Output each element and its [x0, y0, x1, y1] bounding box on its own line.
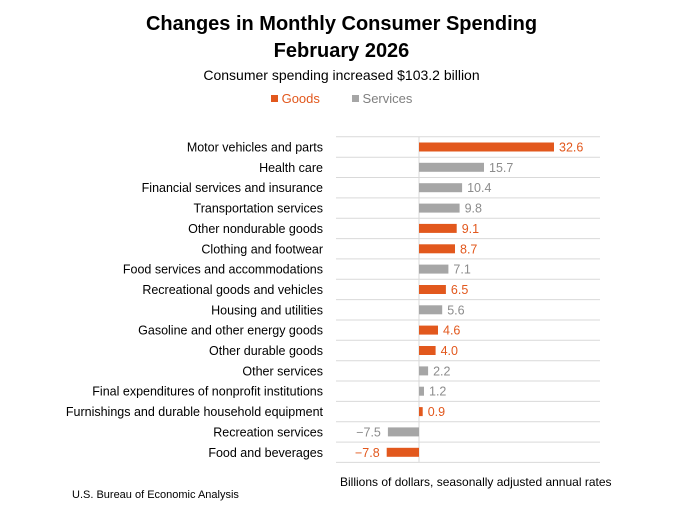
- axis-units-note: Billions of dollars, seasonally adjusted…: [340, 475, 612, 489]
- chart-title: Changes in Monthly Consumer Spending: [145, 13, 538, 35]
- bar-services: [419, 366, 429, 376]
- category-label: Food services and accommodations: [123, 263, 323, 277]
- bar-goods: [419, 223, 457, 233]
- value-label: 4.0: [441, 344, 458, 358]
- category-label: Other services: [242, 364, 323, 378]
- bar-goods: [419, 325, 438, 335]
- bar-goods: [419, 407, 423, 417]
- value-label: 5.6: [447, 303, 464, 317]
- bar-services: [419, 305, 443, 315]
- category-label: Financial services and insurance: [142, 181, 323, 195]
- value-label: −7.5: [356, 425, 381, 439]
- legend-item-goods: Goods: [270, 91, 320, 107]
- category-label: Final expenditures of nonprofit institut…: [92, 385, 323, 399]
- legend-swatch-services: [351, 95, 359, 102]
- chart-subtitle: Consumer spending increased $103.2 billi…: [203, 67, 480, 83]
- value-label: 15.7: [489, 161, 513, 175]
- legend: Goods Services: [0, 91, 683, 107]
- category-label: Housing and utilities: [211, 303, 323, 317]
- bar-services: [419, 162, 484, 172]
- bar-services: [419, 386, 424, 396]
- value-label: −7.8: [355, 446, 380, 460]
- category-label: Clothing and footwear: [201, 242, 323, 256]
- legend-item-services: Services: [351, 91, 413, 107]
- value-label: 4.6: [443, 324, 460, 338]
- bar-goods: [419, 346, 436, 355]
- legend-label-services: Services: [362, 91, 413, 106]
- category-label: Gasoline and other energy goods: [138, 324, 323, 338]
- source-note: U.S. Bureau of Economic Analysis: [72, 489, 239, 501]
- chart-title-date: February 2026: [273, 40, 410, 62]
- bar-goods: [419, 244, 455, 254]
- category-label: Other nondurable goods: [188, 222, 323, 236]
- value-label: 1.2: [429, 385, 446, 399]
- legend-label-goods: Goods: [281, 91, 320, 106]
- bar-goods: [386, 447, 419, 457]
- value-label: 10.4: [467, 181, 491, 195]
- category-label: Furnishings and durable household equipm…: [66, 405, 324, 419]
- category-label: Motor vehicles and parts: [187, 141, 323, 155]
- bar-services: [419, 183, 463, 193]
- category-label: Transportation services: [194, 202, 323, 216]
- category-label: Other durable goods: [209, 344, 323, 358]
- category-label: Health care: [259, 161, 323, 175]
- value-label: 32.6: [559, 141, 583, 155]
- value-label: 9.8: [465, 202, 482, 216]
- value-label: 7.1: [453, 263, 470, 277]
- bar-services: [419, 203, 460, 213]
- category-label: Recreation services: [213, 425, 323, 439]
- bar-services: [419, 264, 449, 274]
- category-label: Food and beverages: [208, 446, 323, 460]
- value-label: 9.1: [462, 222, 479, 236]
- value-label: 2.2: [433, 364, 450, 378]
- value-label: 0.9: [428, 405, 445, 419]
- bar-goods: [419, 142, 554, 152]
- category-label: Recreational goods and vehicles: [142, 283, 323, 297]
- bar-services: [387, 427, 419, 437]
- bar-goods: [419, 285, 446, 294]
- legend-swatch-goods: [270, 95, 278, 102]
- value-label: 6.5: [451, 283, 468, 297]
- value-label: 8.7: [460, 242, 477, 256]
